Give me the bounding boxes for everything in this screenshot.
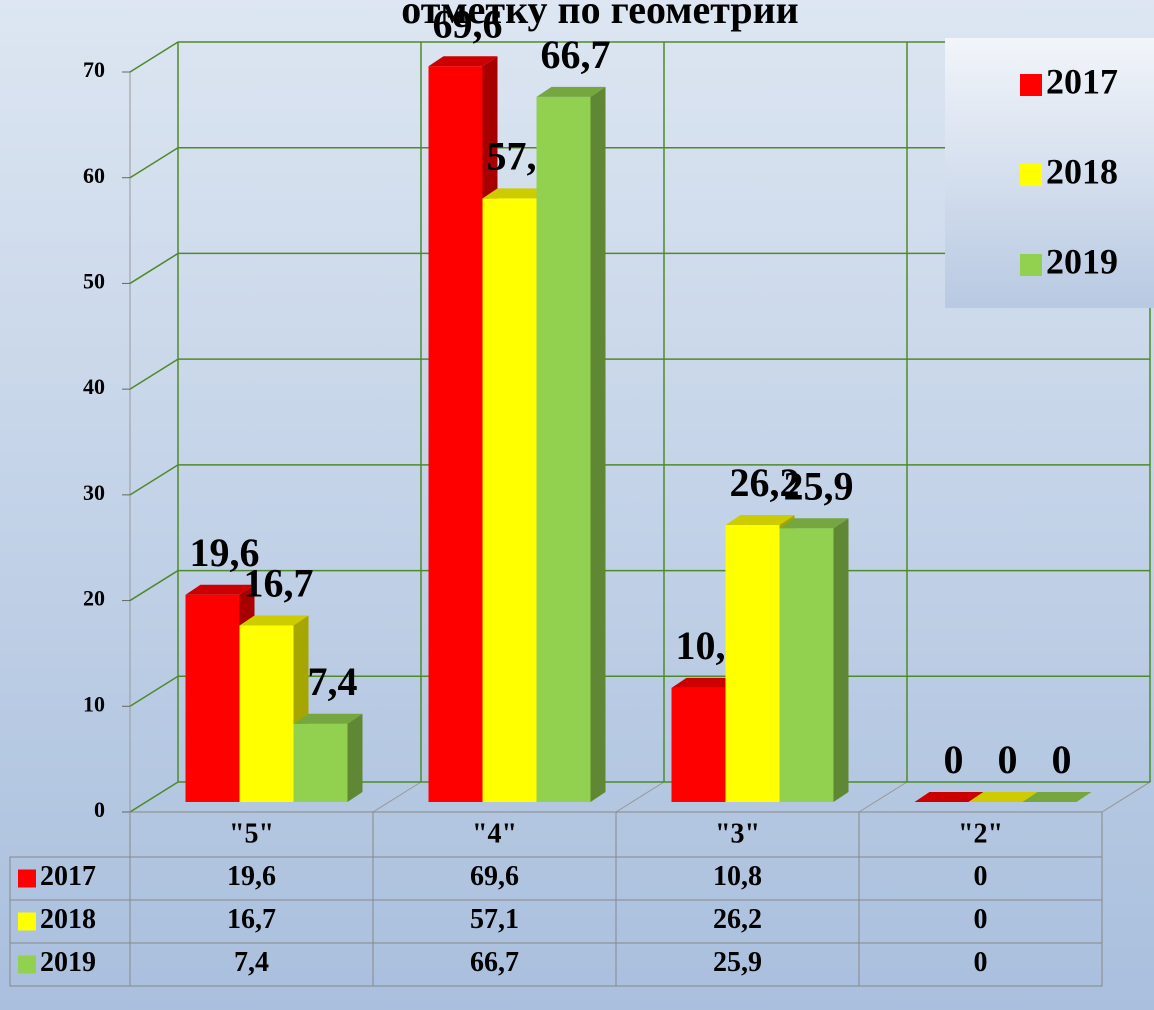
legend-swatch [1020,164,1042,186]
grid-line [129,358,179,390]
bar-top [671,677,741,688]
y-tick-label: 10 [83,691,105,716]
floor-divider [858,781,908,813]
table-cell: 10,8 [713,861,762,892]
floor-divider [615,781,665,813]
grid-line [129,147,179,179]
data-label: 26,2 [730,460,800,505]
bar-top [725,515,795,526]
bar-side [590,86,606,802]
bar-top [779,518,849,529]
x-tick-label: "5" [229,818,274,849]
data-label: 0 [998,737,1018,782]
y-tick-label: 70 [83,57,105,82]
floor-divider [1101,781,1151,813]
grid-line [129,569,179,602]
bar-side [347,713,363,802]
table-row-label: 2017 [40,861,96,892]
y-tick-label: 50 [83,268,105,293]
bar [779,528,834,802]
y-tick-label: 30 [83,480,105,505]
legend-swatch [1020,74,1042,96]
floor-divider [372,781,422,813]
table-cell: 57,1 [470,904,519,935]
y-tick-label: 60 [83,163,105,188]
table-cell: 69,6 [470,861,519,892]
table-cell: 0 [974,904,988,935]
grid-line [129,252,179,285]
bar [536,96,591,802]
table-swatch [18,869,36,888]
table-row-label: 2018 [40,904,96,935]
bar-top [482,188,552,199]
data-label: 0 [944,737,964,782]
table-cell: 25,9 [713,947,762,978]
grid-line [129,464,179,496]
x-tick-label: "4" [472,818,517,849]
table-cell: 16,7 [227,904,276,935]
table-swatch [18,912,36,931]
legend-label: 2018 [1046,151,1118,191]
y-tick-label: 0 [94,797,105,822]
bar-top [185,584,255,595]
legend-label: 2017 [1046,61,1118,101]
bar-top [1022,792,1092,802]
bar-side [833,518,849,802]
data-label: 69,6 [433,1,503,46]
table-swatch [18,955,36,974]
data-label: 0 [1052,737,1072,782]
legend-label: 2019 [1046,241,1118,281]
grid-line [129,675,179,707]
table-cell: 0 [974,947,988,978]
table-row-label: 2019 [40,947,96,978]
table-cell: 66,7 [470,947,519,978]
bar [671,687,726,802]
bar [185,594,240,802]
bar [239,625,294,802]
bar-top [968,792,1038,802]
data-label: 16,7 [244,561,314,606]
chart-title: отметку по геометрии [401,0,798,32]
x-tick-label: "3" [715,818,760,849]
bar [428,66,483,802]
bar-top [536,86,606,97]
table-cell: 26,2 [713,904,762,935]
table-cell: 0 [974,861,988,892]
y-tick-label: 20 [83,586,105,611]
bar-top [293,713,363,724]
legend-swatch [1020,254,1042,276]
data-label: 19,6 [190,530,260,575]
x-tick-label: "2" [958,818,1003,849]
bar-top [239,615,309,626]
legend-box [945,38,1154,308]
bar-top [914,792,984,802]
table-cell: 7,4 [234,947,269,978]
table-cell: 19,6 [227,861,276,892]
data-label: 25,9 [784,463,854,508]
bar [725,525,780,802]
bar [482,198,537,802]
data-label: 66,7 [541,32,611,77]
y-tick-label: 40 [83,374,105,399]
bar [293,723,348,802]
grid-line [129,781,179,813]
grid-line [129,41,179,73]
bar-top [428,56,498,67]
data-label: 7,4 [308,659,358,704]
